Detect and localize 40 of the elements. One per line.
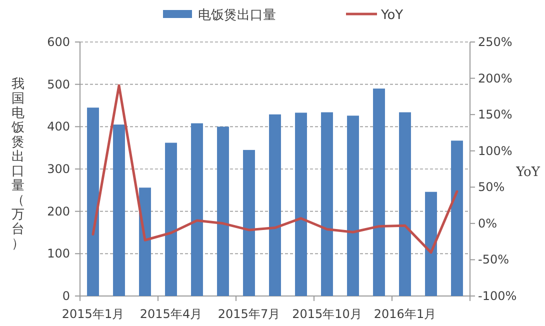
x-tick-label: 2015年4月 <box>140 307 202 321</box>
bar <box>399 112 411 296</box>
bar <box>425 192 437 296</box>
y2-tick-label: -100% <box>478 289 517 303</box>
bar <box>347 116 359 296</box>
bar <box>217 126 229 296</box>
y-tick-label: 200 <box>47 204 70 218</box>
bar <box>165 142 177 296</box>
bar <box>113 124 125 296</box>
y2-tick-label: -50% <box>478 252 510 267</box>
y-tick-label: 100 <box>47 246 70 261</box>
bar <box>269 114 281 296</box>
x-tick-label: 2015年10月 <box>292 307 362 321</box>
y2-tick-label: 0% <box>478 216 498 230</box>
text: 我国电饭煲出口量（万台） <box>12 77 24 252</box>
y2-tick-label: 50% <box>478 180 505 194</box>
bar <box>295 112 307 296</box>
y2-tick-label: 250% <box>478 35 512 49</box>
bar <box>243 150 255 296</box>
bar <box>451 140 463 296</box>
line-series <box>92 84 458 254</box>
y-tick-label: 400 <box>47 120 70 134</box>
y-tick-label: 600 <box>47 35 70 49</box>
y-tick-label: 500 <box>47 77 70 92</box>
y2-tick-label: 150% <box>478 108 512 122</box>
y2-tick-label: 100% <box>478 144 512 158</box>
bar <box>321 112 333 296</box>
bar <box>373 88 385 296</box>
x-tick-label: 2016年1月 <box>374 307 436 321</box>
legend-label: YoY <box>380 8 404 23</box>
y-tick-label: 0 <box>62 289 70 303</box>
y2-axis-title: YoY <box>515 165 540 180</box>
bar <box>87 108 99 296</box>
y-tick-label: 300 <box>47 162 70 176</box>
x-tick-label: 2015年7月 <box>218 307 280 321</box>
y2-tick-label: 200% <box>478 71 512 86</box>
bar <box>139 188 151 296</box>
x-tick-label: 2015年1月 <box>62 307 124 321</box>
legend-label: 电饭煲出口量 <box>198 8 276 23</box>
bar <box>191 123 203 296</box>
